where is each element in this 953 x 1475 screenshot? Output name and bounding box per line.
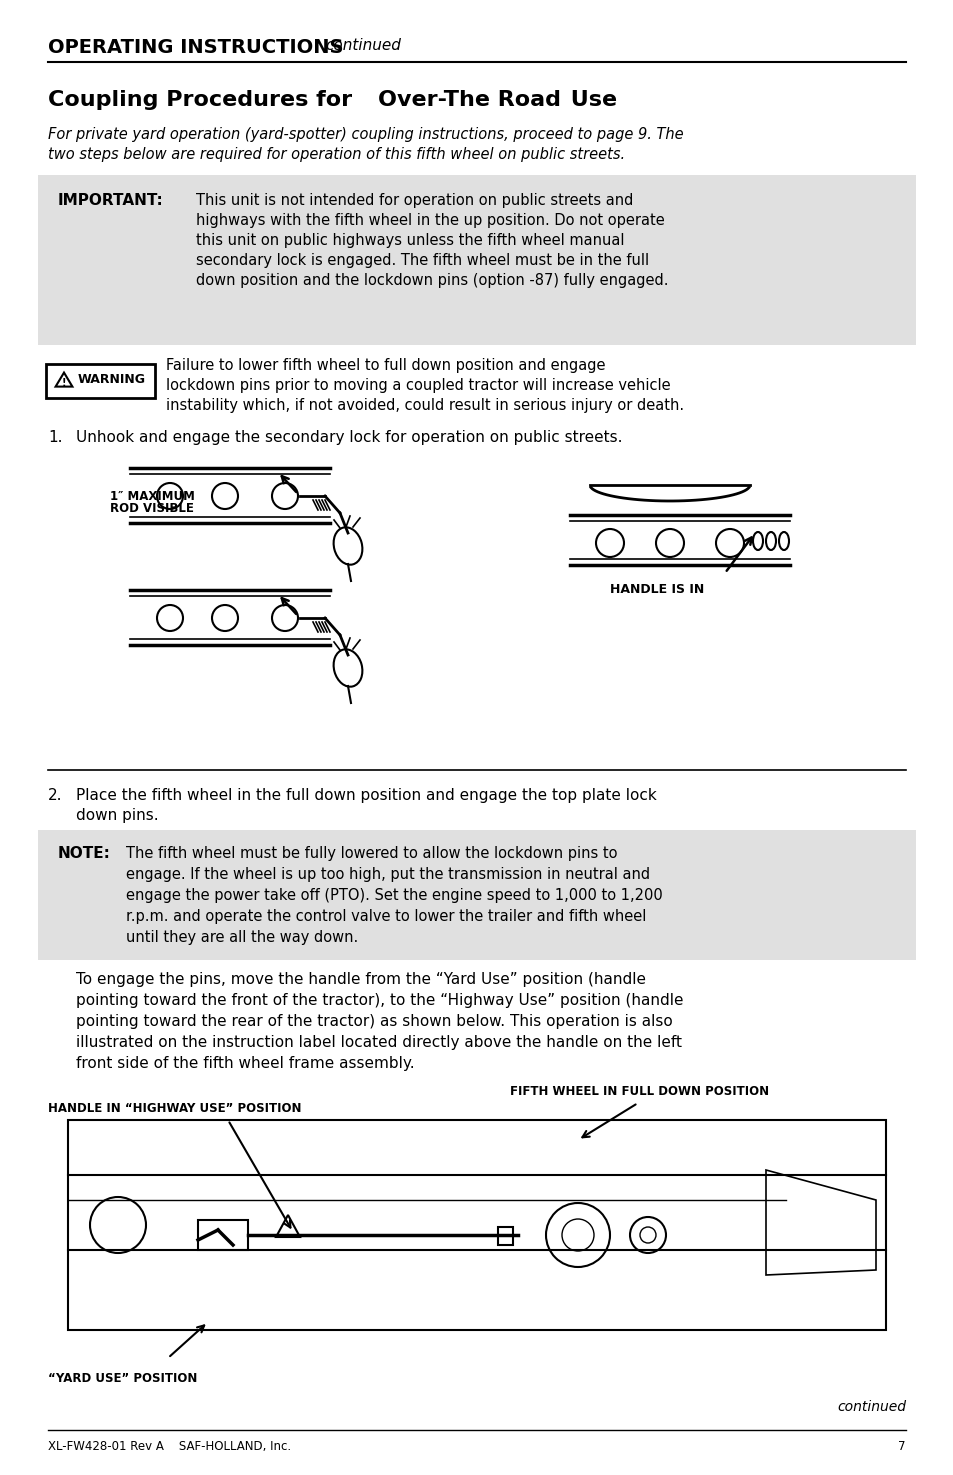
Text: highways with the fifth wheel in the up position. Do not operate: highways with the fifth wheel in the up … xyxy=(195,212,664,229)
Text: r.p.m. and operate the control valve to lower the trailer and fifth wheel: r.p.m. and operate the control valve to … xyxy=(126,909,646,923)
Text: The fifth wheel must be fully lowered to allow the lockdown pins to: The fifth wheel must be fully lowered to… xyxy=(126,847,617,861)
Text: IMPORTANT:: IMPORTANT: xyxy=(58,193,164,208)
Text: continued: continued xyxy=(836,1400,905,1415)
Text: Place the fifth wheel in the full down position and engage the top plate lock: Place the fifth wheel in the full down p… xyxy=(76,788,656,802)
FancyBboxPatch shape xyxy=(198,1220,248,1249)
Text: Unhook and engage the secondary lock for operation on public streets.: Unhook and engage the secondary lock for… xyxy=(76,431,622,445)
Polygon shape xyxy=(275,1215,299,1238)
Text: HANDLE IS IN: HANDLE IS IN xyxy=(609,583,703,596)
Text: WARNING: WARNING xyxy=(78,373,146,386)
Text: until they are all the way down.: until they are all the way down. xyxy=(126,931,358,945)
Text: ROD VISIBLE: ROD VISIBLE xyxy=(110,502,193,515)
Text: “YARD USE” POSITION: “YARD USE” POSITION xyxy=(48,1372,197,1385)
Text: secondary lock is engaged. The fifth wheel must be in the full: secondary lock is engaged. The fifth whe… xyxy=(195,254,648,268)
FancyBboxPatch shape xyxy=(68,1120,885,1330)
Text: Failure to lower fifth wheel to full down position and engage: Failure to lower fifth wheel to full dow… xyxy=(166,358,605,373)
Text: Use: Use xyxy=(562,90,617,111)
Text: instability which, if not avoided, could result in serious injury or death.: instability which, if not avoided, could… xyxy=(166,398,683,413)
Text: down pins.: down pins. xyxy=(76,808,158,823)
Text: 7: 7 xyxy=(898,1440,905,1453)
Text: Over-The Road: Over-The Road xyxy=(377,90,560,111)
Text: NOTE:: NOTE: xyxy=(58,847,111,861)
Text: 1.: 1. xyxy=(48,431,63,445)
Text: HANDLE IN “HIGHWAY USE” POSITION: HANDLE IN “HIGHWAY USE” POSITION xyxy=(48,1102,301,1115)
Text: For private yard operation (yard-spotter) coupling instructions, proceed to page: For private yard operation (yard-spotter… xyxy=(48,127,683,142)
Text: down position and the lockdown pins (option -87) fully engaged.: down position and the lockdown pins (opt… xyxy=(195,273,668,288)
Text: engage. If the wheel is up too high, put the transmission in neutral and: engage. If the wheel is up too high, put… xyxy=(126,867,649,882)
Polygon shape xyxy=(765,1170,875,1274)
FancyBboxPatch shape xyxy=(38,176,915,345)
Text: continued: continued xyxy=(325,38,400,53)
Text: Coupling Procedures for: Coupling Procedures for xyxy=(48,90,359,111)
Text: engage the power take off (PTO). Set the engine speed to 1,000 to 1,200: engage the power take off (PTO). Set the… xyxy=(126,888,662,903)
Text: OPERATING INSTRUCTIONS: OPERATING INSTRUCTIONS xyxy=(48,38,343,58)
FancyBboxPatch shape xyxy=(46,364,154,398)
Text: This unit is not intended for operation on public streets and: This unit is not intended for operation … xyxy=(195,193,633,208)
Text: pointing toward the front of the tractor), to the “Highway Use” position (handle: pointing toward the front of the tractor… xyxy=(76,993,682,1007)
Polygon shape xyxy=(55,373,72,386)
FancyBboxPatch shape xyxy=(497,1227,513,1245)
Text: illustrated on the instruction label located directly above the handle on the le: illustrated on the instruction label loc… xyxy=(76,1035,681,1050)
Text: this unit on public highways unless the fifth wheel manual: this unit on public highways unless the … xyxy=(195,233,624,248)
Text: lockdown pins prior to moving a coupled tractor will increase vehicle: lockdown pins prior to moving a coupled … xyxy=(166,378,670,392)
Text: XL-FW428-01 Rev A    SAF-HOLLAND, Inc.: XL-FW428-01 Rev A SAF-HOLLAND, Inc. xyxy=(48,1440,291,1453)
Text: 2.: 2. xyxy=(48,788,63,802)
Text: 1″ MAXIMUM: 1″ MAXIMUM xyxy=(110,490,194,503)
Text: front side of the fifth wheel frame assembly.: front side of the fifth wheel frame asse… xyxy=(76,1056,415,1071)
Text: two steps below are required for operation of this fifth wheel on public streets: two steps below are required for operati… xyxy=(48,148,624,162)
Text: pointing toward the rear of the tractor) as shown below. This operation is also: pointing toward the rear of the tractor)… xyxy=(76,1013,672,1030)
FancyBboxPatch shape xyxy=(38,830,915,960)
Text: FIFTH WHEEL IN FULL DOWN POSITION: FIFTH WHEEL IN FULL DOWN POSITION xyxy=(510,1086,768,1097)
Text: To engage the pins, move the handle from the “Yard Use” position (handle: To engage the pins, move the handle from… xyxy=(76,972,645,987)
Text: !: ! xyxy=(62,378,66,388)
